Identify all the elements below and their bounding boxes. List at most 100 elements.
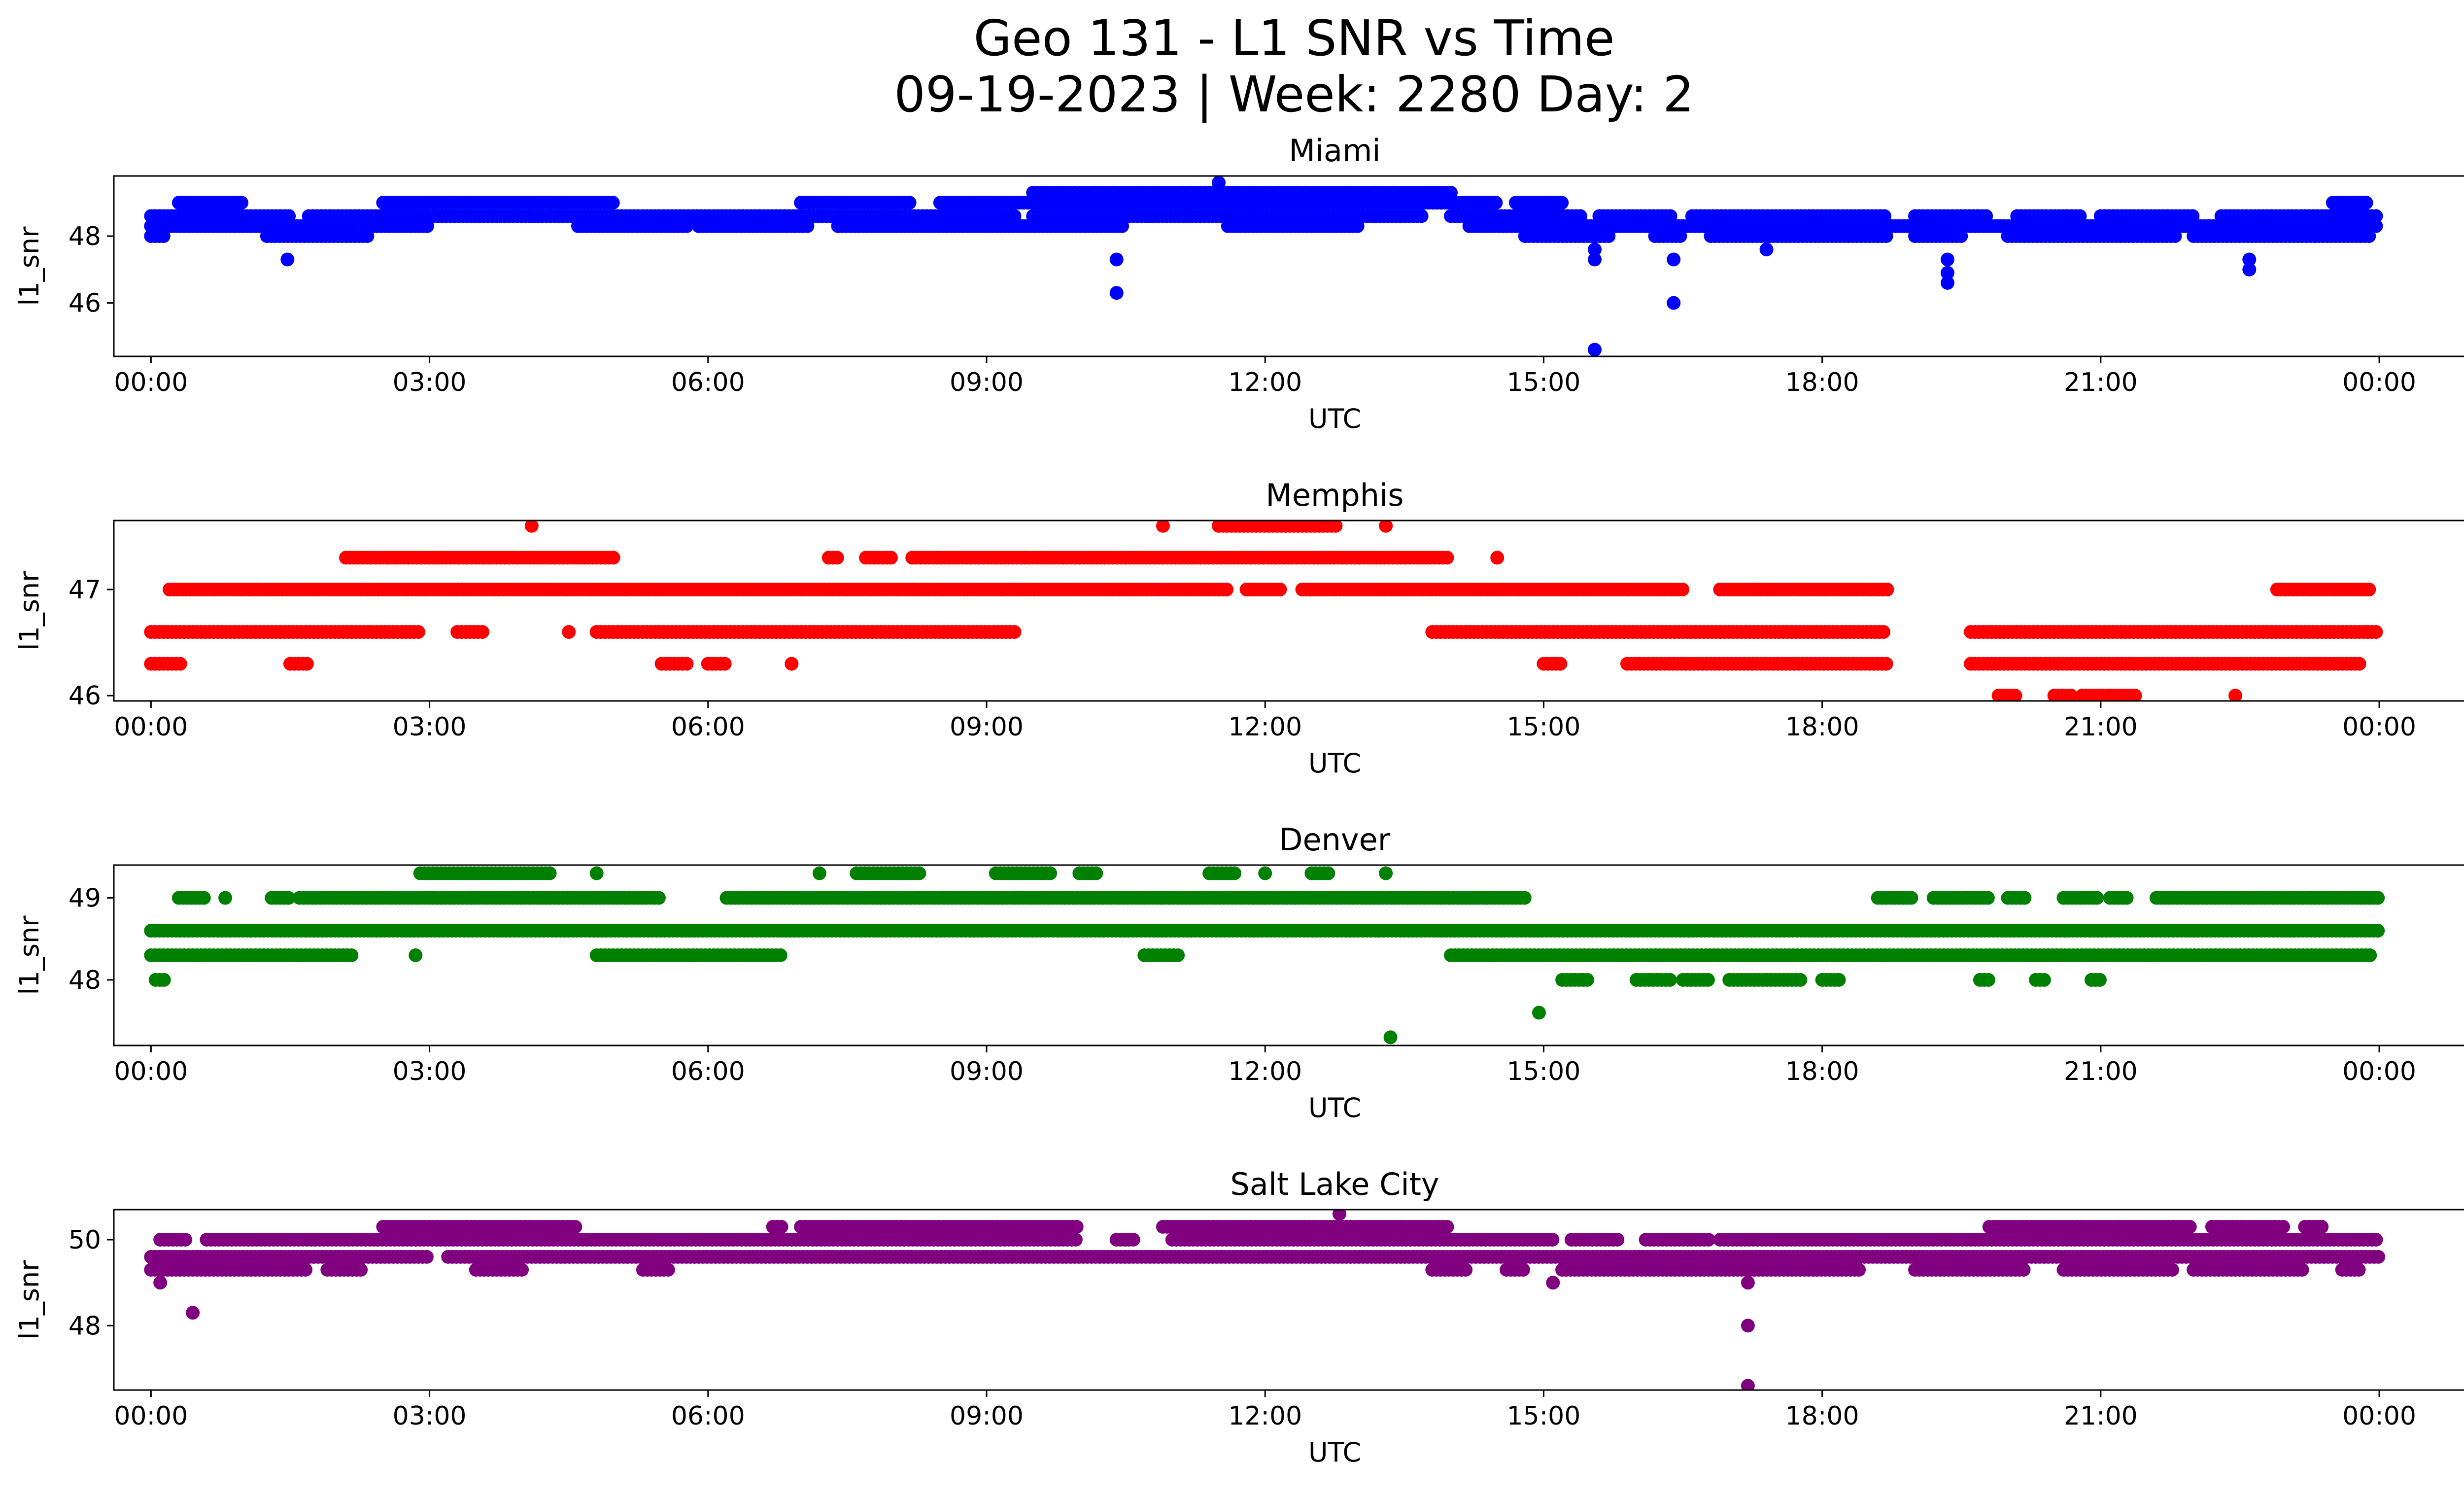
data-point xyxy=(2186,209,2199,223)
x-tick-label: 03:00 xyxy=(393,712,467,742)
x-tick-label: 06:00 xyxy=(671,1057,745,1086)
data-point xyxy=(1832,973,1846,987)
data-point xyxy=(1878,209,1891,223)
data-point xyxy=(1110,286,1124,300)
y-tick-label: 46 xyxy=(68,289,101,318)
data-point xyxy=(903,196,917,209)
x-axis-label: UTC xyxy=(1308,1092,1361,1123)
y-axis-label: l1_snr xyxy=(14,915,45,995)
data-point xyxy=(411,625,425,639)
y-axis-label: l1_snr xyxy=(14,571,45,651)
data-point xyxy=(1877,625,1890,639)
figure-subtitle: 09-19-2023 | Week: 2280 Day: 2 xyxy=(894,66,1694,123)
data-point xyxy=(2352,1263,2366,1277)
data-point xyxy=(2073,209,2087,223)
y-tick-label: 47 xyxy=(68,575,101,605)
data-point xyxy=(1667,252,1680,266)
data-point xyxy=(1489,196,1503,209)
x-tick-label: 09:00 xyxy=(950,712,1024,742)
data-point xyxy=(300,657,314,671)
data-point xyxy=(1532,1006,1546,1019)
data-point xyxy=(2369,625,2383,639)
data-point xyxy=(2362,583,2376,596)
data-point xyxy=(1982,973,1995,987)
subplot-title: Miami xyxy=(1289,133,1380,169)
data-point xyxy=(1228,867,1241,880)
data-point xyxy=(2165,1263,2179,1277)
data-point xyxy=(1220,583,1233,596)
data-point xyxy=(884,551,898,564)
data-point xyxy=(1760,243,1774,256)
y-tick-label: 48 xyxy=(68,222,101,251)
data-point xyxy=(680,657,693,671)
data-point xyxy=(1110,252,1124,266)
data-point xyxy=(2371,924,2385,938)
x-tick-label: 00:00 xyxy=(114,712,188,742)
data-point xyxy=(1741,1276,1755,1289)
data-point xyxy=(562,625,576,639)
data-point xyxy=(157,973,171,987)
data-point xyxy=(153,1276,167,1289)
data-point xyxy=(1008,209,1022,223)
data-point xyxy=(1793,973,1807,987)
x-tick-label: 21:00 xyxy=(2064,368,2138,397)
data-point xyxy=(813,867,826,880)
x-tick-label: 03:00 xyxy=(393,368,467,397)
data-point xyxy=(299,1263,312,1277)
data-point xyxy=(607,551,620,564)
data-point xyxy=(2371,1250,2385,1264)
data-point xyxy=(1880,583,1894,596)
data-point xyxy=(1415,209,1429,223)
data-point xyxy=(774,948,787,962)
data-point xyxy=(2093,973,2107,987)
data-point xyxy=(1321,867,1335,880)
data-point xyxy=(2018,891,2031,905)
x-tick-label: 15:00 xyxy=(1506,712,1580,742)
x-tick-label: 06:00 xyxy=(671,368,745,397)
data-point xyxy=(197,891,211,905)
data-point xyxy=(1273,583,1287,596)
data-point xyxy=(344,948,358,962)
x-tick-label: 21:00 xyxy=(2064,1057,2138,1086)
data-point xyxy=(1941,276,1954,290)
data-point xyxy=(1663,973,1677,987)
data-point xyxy=(1664,209,1677,223)
data-point xyxy=(1459,1263,1472,1277)
data-point xyxy=(1588,343,1602,356)
x-tick-label: 18:00 xyxy=(1785,712,1859,742)
x-tick-label: 00:00 xyxy=(2342,712,2416,742)
data-point xyxy=(1580,973,1594,987)
data-point xyxy=(1258,867,1272,880)
x-axis-label: UTC xyxy=(1308,403,1361,434)
data-point xyxy=(1588,252,1602,266)
x-tick-label: 09:00 xyxy=(950,1057,1024,1086)
data-point xyxy=(515,1263,529,1277)
data-point xyxy=(830,551,844,564)
data-point xyxy=(1852,1263,1866,1277)
data-point xyxy=(1553,657,1567,671)
y-tick-label: 49 xyxy=(68,884,101,913)
x-tick-label: 18:00 xyxy=(1785,368,1859,397)
x-tick-label: 00:00 xyxy=(114,368,188,397)
data-point xyxy=(2360,196,2373,209)
data-point xyxy=(476,625,489,639)
data-point xyxy=(1555,196,1569,209)
y-tick-label: 46 xyxy=(68,681,101,711)
data-point xyxy=(1043,867,1057,880)
data-point xyxy=(2369,209,2383,223)
data-point xyxy=(652,891,666,905)
data-point xyxy=(1941,252,1954,266)
data-point xyxy=(1880,657,1893,671)
data-point xyxy=(173,657,187,671)
data-point xyxy=(1444,186,1458,200)
data-point xyxy=(218,891,232,905)
data-point xyxy=(1516,1263,1530,1277)
data-point xyxy=(1440,551,1454,564)
data-point xyxy=(280,252,294,266)
data-point xyxy=(1379,867,1393,880)
x-tick-label: 12:00 xyxy=(1228,1057,1302,1086)
data-point xyxy=(282,209,296,223)
data-point xyxy=(2295,1263,2309,1277)
